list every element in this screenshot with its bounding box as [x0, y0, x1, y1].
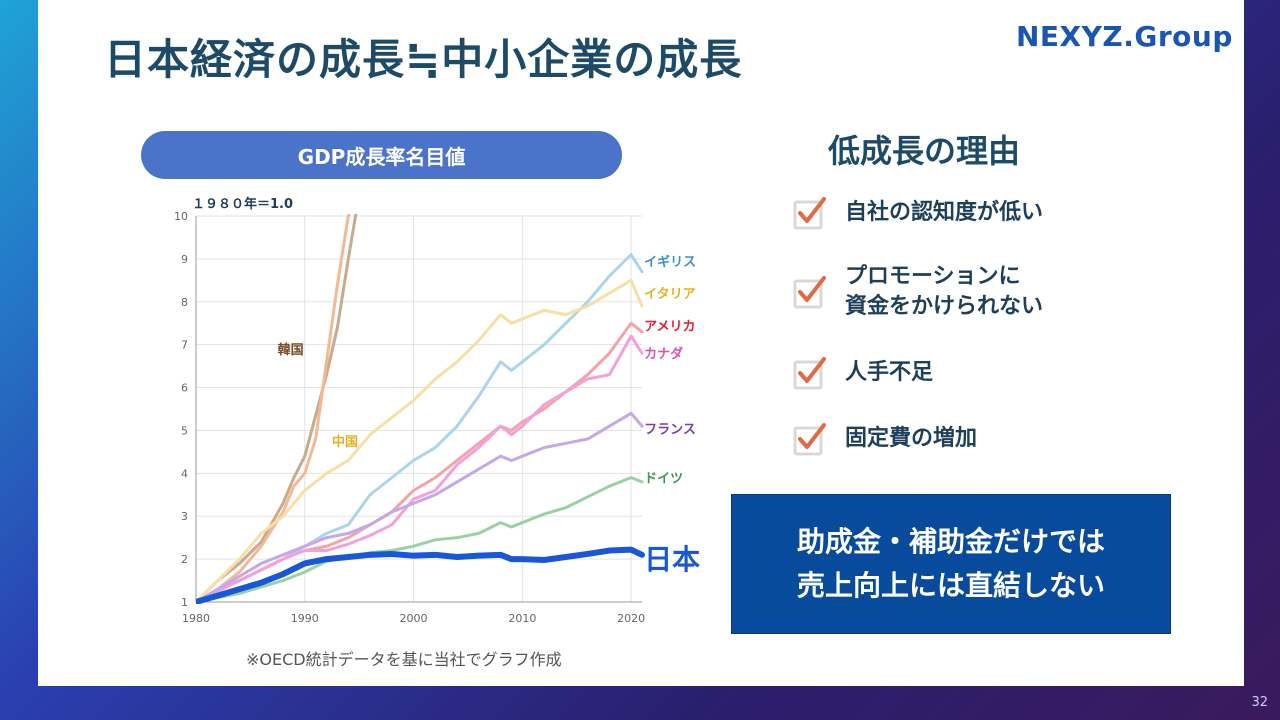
y-tick-label: 8: [181, 296, 188, 309]
series-line-フランス: [196, 411, 644, 604]
chart-subtitle: １９８０年＝1.0: [192, 196, 293, 212]
reason-item: プロモーションに 資金をかけられない: [793, 262, 1043, 322]
reason-item: 人手不足: [793, 356, 933, 390]
series-label: 中国: [332, 434, 358, 450]
series-label: イタリア: [644, 287, 695, 302]
y-tick-label: 7: [181, 339, 188, 352]
checkbox-checked-icon: [793, 197, 826, 230]
reasons-title: 低成長の理由: [828, 132, 1021, 170]
series-label: 韓国: [278, 342, 304, 358]
series-label: ドイツ: [644, 472, 683, 487]
series-line-中国: [196, 214, 351, 604]
chart-title: GDP成長率名目値: [297, 144, 466, 169]
series-line-イギリス: [196, 253, 644, 604]
x-tick-label: 2000: [400, 612, 428, 625]
y-tick-label: 5: [181, 424, 188, 437]
series-line-日本: [196, 546, 645, 604]
series-line-カナダ: [196, 334, 644, 604]
checkbox-checked-icon: [793, 423, 826, 456]
series-line-アメリカ: [196, 321, 644, 604]
company-logo: NEXYZ.Group: [1016, 20, 1233, 53]
reason-text: プロモーションに 資金をかけられない: [845, 264, 1044, 319]
reason-item: 自社の認知度が低い: [793, 196, 1043, 230]
checkbox-checked-icon: [793, 357, 826, 390]
series-label: アメリカ: [644, 319, 695, 334]
reason-text: 自社の認知度が低い: [845, 200, 1044, 225]
series-label: フランス: [644, 422, 696, 437]
page-title: 日本経済の成長≒中小企業の成長: [104, 35, 743, 84]
slide: 日本経済の成長≒中小企業の成長 NEXYZ.Group GDP成長率名目値 1 2…: [38, 0, 1244, 686]
series-label: カナダ: [644, 346, 683, 362]
conclusion-box: 助成金・補助金だけでは 売上向上には直結しない: [731, 494, 1171, 634]
y-tick-label: 1: [181, 596, 188, 609]
x-tick-label: 2020: [617, 612, 645, 625]
gdp-line-chart: 1 2 3 4 5 6 7 8 9 10 1980 1990 2000 2010 2020 １９８０年＝1.0…: [174, 196, 700, 625]
y-tick-label: 2: [181, 553, 188, 566]
y-tick-label: 10: [174, 210, 188, 223]
x-tick-label: 1990: [291, 612, 319, 625]
series-line-ドイツ: [196, 476, 644, 604]
y-tick-label: 3: [181, 510, 188, 523]
conclusion-text: 助成金・補助金だけでは 売上向上には直結しない: [796, 525, 1105, 602]
series-line-韓国: [196, 214, 358, 604]
page-number: 32: [1251, 695, 1268, 710]
series-label: イギリス: [644, 254, 696, 270]
series-label: 日本: [644, 543, 700, 576]
y-tick-label: 6: [181, 382, 188, 395]
y-tick-label: 4: [181, 467, 188, 480]
series-line-イタリア: [196, 278, 644, 604]
x-tick-label: 2010: [508, 612, 536, 625]
y-tick-label: 9: [181, 253, 188, 266]
reason-item: 固定費の増加: [793, 422, 977, 456]
reason-text: 人手不足: [845, 360, 934, 385]
x-tick-label: 1980: [182, 612, 210, 625]
source-note: ※OECD統計データを基に当社でグラフ作成: [246, 650, 562, 669]
checkbox-checked-icon: [793, 276, 826, 309]
reason-text: 固定費の増加: [845, 426, 978, 451]
chart-title-pill: GDP成長率名目値: [141, 131, 622, 179]
